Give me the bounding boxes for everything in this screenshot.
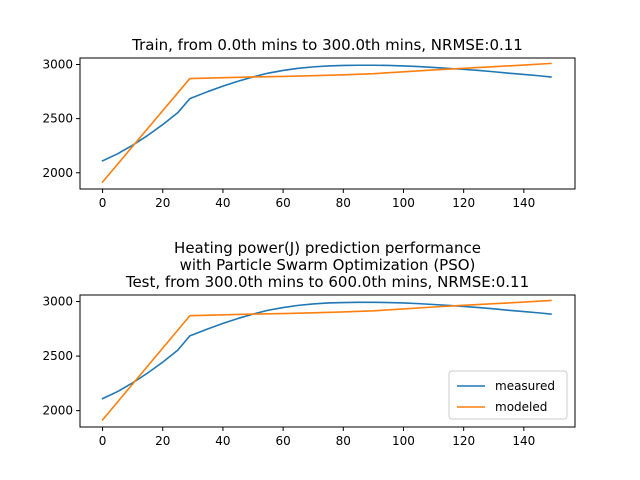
x-tick-label: 0: [99, 434, 107, 448]
test-chart: Heating power(J) prediction performance w…: [42, 239, 576, 448]
x-tick-label: 20: [155, 434, 170, 448]
y-tick-label: 3000: [42, 295, 73, 309]
y-tick-label: 2000: [42, 404, 73, 418]
chart-title-line: Test, from 300.0th mins to 600.0th mins,…: [125, 273, 529, 291]
x-tick-label: 0: [99, 196, 107, 210]
chart-title: Heating power(J) prediction performance w…: [125, 239, 529, 291]
x-tick-label: 60: [275, 434, 290, 448]
series-line-modeled: [101, 299, 552, 422]
x-tick-label: 140: [512, 196, 535, 210]
x-tick-label: 80: [336, 434, 351, 448]
x-tick-label: 100: [392, 434, 415, 448]
series-line-measured: [101, 64, 552, 162]
legend: measured modeled: [448, 370, 568, 420]
x-tick-label: 140: [512, 434, 535, 448]
chart-title: Train, from 0.0th mins to 300.0th mins, …: [131, 36, 523, 54]
series-line-measured: [101, 301, 552, 400]
y-tick-label: 3000: [42, 57, 73, 71]
y-tick-label: 2500: [42, 112, 73, 126]
legend-label-modeled: modeled: [495, 400, 547, 414]
x-tick-label: 80: [336, 196, 351, 210]
x-tick-label: 120: [452, 196, 475, 210]
legend-label-measured: measured: [495, 379, 555, 393]
x-tick-label: 100: [392, 196, 415, 210]
train-chart: Train, from 0.0th mins to 300.0th mins, …: [42, 36, 576, 210]
y-tick-label: 2000: [42, 166, 73, 180]
chart-title-line: with Particle Swarm Optimization (PSO): [180, 256, 476, 274]
axes-frame: [79, 57, 576, 190]
chart-title-line: Train, from 0.0th mins to 300.0th mins, …: [131, 36, 523, 54]
x-tick-label: 60: [275, 196, 290, 210]
x-tick-label: 40: [215, 196, 230, 210]
x-tick-label: 40: [215, 434, 230, 448]
x-tick-label: 20: [155, 196, 170, 210]
axes-frame: [79, 294, 576, 428]
chart-title-line: Heating power(J) prediction performance: [174, 239, 481, 257]
series-line-modeled: [101, 62, 552, 184]
x-tick-label: 120: [452, 434, 475, 448]
series-group: [101, 299, 552, 422]
series-group: [101, 62, 552, 184]
y-tick-label: 2500: [42, 349, 73, 363]
